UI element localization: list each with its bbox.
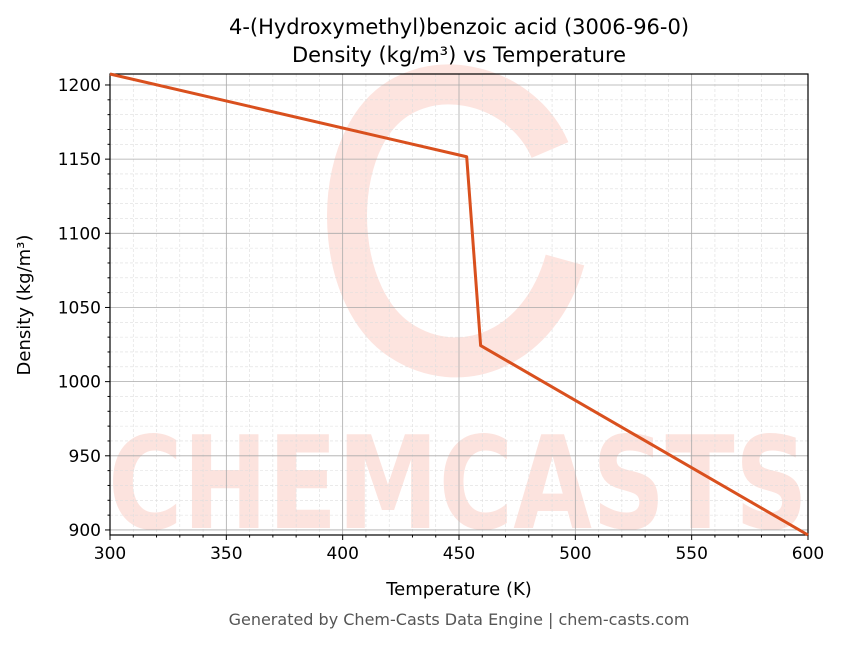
watermark-text: CHEMCASTS bbox=[108, 410, 808, 559]
chart-title: 4-(Hydroxymethyl)benzoic acid (3006-96-0… bbox=[229, 15, 689, 39]
y-tick-label: 1100 bbox=[58, 224, 101, 244]
x-axis-label: Temperature (K) bbox=[385, 579, 532, 600]
x-tick-label: 450 bbox=[443, 544, 475, 564]
y-tick-label: 1000 bbox=[58, 373, 101, 393]
chart-subtitle: Density (kg/m³) vs Temperature bbox=[292, 43, 626, 67]
density-line bbox=[109, 72, 809, 537]
x-tick-label: 550 bbox=[675, 544, 707, 564]
y-axis-label: Density (kg/m³) bbox=[14, 235, 35, 376]
y-tick-label: 1150 bbox=[58, 150, 101, 170]
x-tick-label: 350 bbox=[210, 544, 242, 564]
x-tick-label: 300 bbox=[94, 544, 126, 564]
x-tick-label: 600 bbox=[792, 544, 824, 564]
x-tick-label: 500 bbox=[559, 544, 591, 564]
footer-credit: Generated by Chem-Casts Data Engine | ch… bbox=[229, 610, 690, 629]
x-tick-label: 400 bbox=[326, 544, 358, 564]
y-tick-label: 1050 bbox=[58, 298, 101, 318]
y-tick-label: 900 bbox=[69, 521, 101, 541]
y-tick-label: 1200 bbox=[58, 76, 101, 96]
y-tick-label: 950 bbox=[69, 447, 101, 467]
